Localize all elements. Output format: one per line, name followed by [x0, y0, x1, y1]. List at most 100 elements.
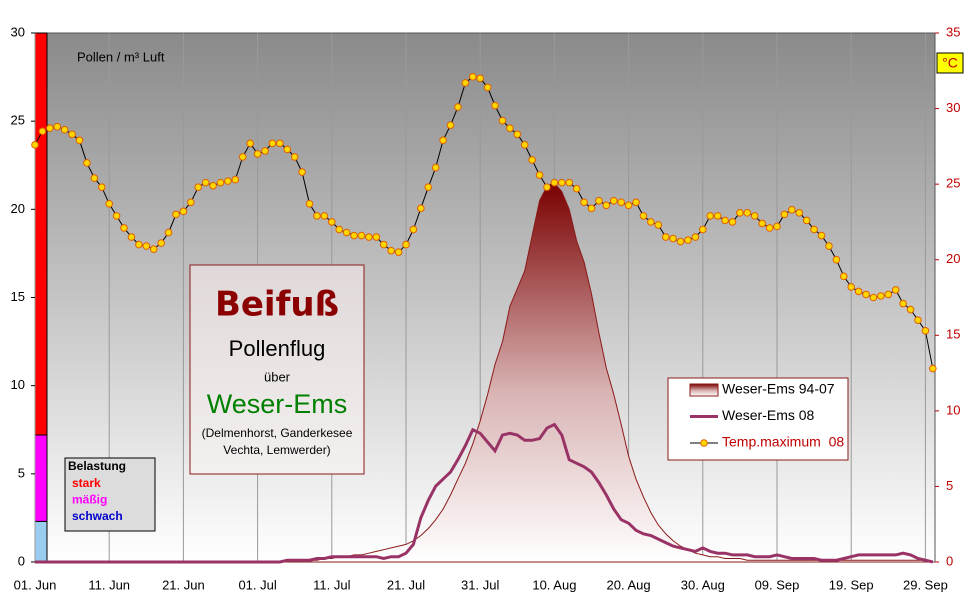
- marker: [120, 224, 128, 232]
- marker: [595, 196, 603, 205]
- marker: [773, 222, 781, 231]
- marker: [135, 240, 143, 249]
- marker: [305, 199, 314, 208]
- marker: [454, 103, 462, 111]
- marker: [914, 316, 922, 324]
- marker: [750, 212, 759, 220]
- y-tick-label: 25: [11, 113, 25, 128]
- marker: [483, 83, 492, 92]
- marker: [164, 228, 173, 237]
- marker: [929, 364, 937, 373]
- marker: [402, 240, 410, 249]
- marker: [283, 145, 292, 154]
- x-tick-label: 11. Jun: [88, 577, 130, 592]
- marker: [320, 212, 329, 220]
- legend-label: Weser-Ems 08: [722, 407, 815, 423]
- y2-tick-label: 25: [946, 176, 960, 191]
- marker: [884, 290, 893, 299]
- marker: [498, 116, 507, 125]
- x-tick-label: 31. Jul: [461, 577, 499, 592]
- marker: [268, 139, 277, 148]
- marker: [587, 204, 596, 213]
- load-level-label: schwach: [72, 509, 123, 523]
- load-band: [34, 32, 48, 436]
- y2-tick-label: 10: [946, 402, 960, 417]
- marker: [520, 141, 529, 149]
- marker: [765, 224, 774, 232]
- marker: [758, 219, 766, 228]
- marker: [543, 183, 551, 191]
- x-tick-label: 09. Sep: [755, 577, 800, 592]
- marker: [461, 79, 470, 87]
- marker: [632, 198, 640, 207]
- marker: [246, 139, 254, 148]
- marker: [231, 175, 240, 184]
- y2-label: °C: [942, 55, 958, 71]
- load-level-label: stark: [72, 476, 101, 490]
- y-tick-label: 5: [18, 465, 25, 480]
- x-tick-label: 19. Sep: [829, 577, 874, 592]
- y2-tick-label: 0: [946, 553, 953, 568]
- marker: [224, 177, 232, 185]
- marker: [468, 73, 477, 81]
- marker: [506, 124, 514, 133]
- legend-label: Weser-Ems 94-07: [722, 381, 835, 397]
- marker: [654, 221, 663, 229]
- marker: [513, 130, 522, 139]
- marker: [394, 248, 403, 256]
- marker: [290, 153, 299, 161]
- line: [35, 422, 934, 564]
- marker: [276, 139, 284, 148]
- marker: [839, 272, 848, 281]
- marker: [847, 283, 856, 291]
- marker: [736, 209, 744, 217]
- marker: [699, 225, 707, 234]
- marker: [313, 212, 321, 220]
- marker: [639, 212, 648, 220]
- marker: [617, 198, 625, 207]
- marker: [342, 228, 351, 237]
- marker: [53, 122, 62, 131]
- marker: [179, 207, 188, 216]
- y2-tick-label: 35: [946, 24, 960, 39]
- y2-tick-label: 30: [946, 100, 960, 115]
- marker: [372, 233, 381, 241]
- marker: [706, 212, 715, 220]
- marker: [869, 293, 878, 302]
- x-tick-label: 20. Aug: [607, 577, 651, 592]
- marker: [157, 239, 165, 247]
- marker: [172, 210, 180, 219]
- y2-tick-label: 15: [946, 327, 960, 342]
- marker: [788, 206, 796, 214]
- marker: [149, 245, 158, 253]
- annotation-line: Pollenflug: [229, 336, 326, 361]
- annotation-box: [189, 264, 365, 475]
- load-level-label: mäßig: [72, 493, 107, 507]
- marker: [387, 246, 395, 255]
- marker: [810, 225, 818, 234]
- legend-swatch: [689, 383, 719, 397]
- marker: [832, 255, 841, 264]
- marker: [105, 199, 113, 208]
- annotation-line: Weser-Ems: [207, 389, 348, 419]
- marker: [75, 136, 84, 145]
- marker: [676, 237, 685, 246]
- marker: [261, 147, 269, 155]
- marker: [684, 236, 692, 244]
- overlay: Pollen / m³ Luft °C Beifuß Pollenflug üb…: [11, 24, 964, 592]
- x-tick-label: 21. Jun: [162, 577, 205, 592]
- marker: [528, 156, 536, 164]
- x-tick-label: 30. Aug: [681, 577, 725, 592]
- marker: [142, 242, 151, 250]
- marker: [194, 183, 203, 191]
- annotation-line: Vechta, Lemwerder): [223, 443, 330, 457]
- y-tick-label: 30: [11, 24, 25, 39]
- y-tick-label: 0: [18, 553, 25, 568]
- marker: [431, 163, 440, 172]
- marker: [357, 231, 366, 240]
- y-tick-label: 15: [11, 289, 25, 304]
- load-band: [34, 434, 48, 522]
- marker: [298, 168, 306, 176]
- marker: [802, 216, 811, 225]
